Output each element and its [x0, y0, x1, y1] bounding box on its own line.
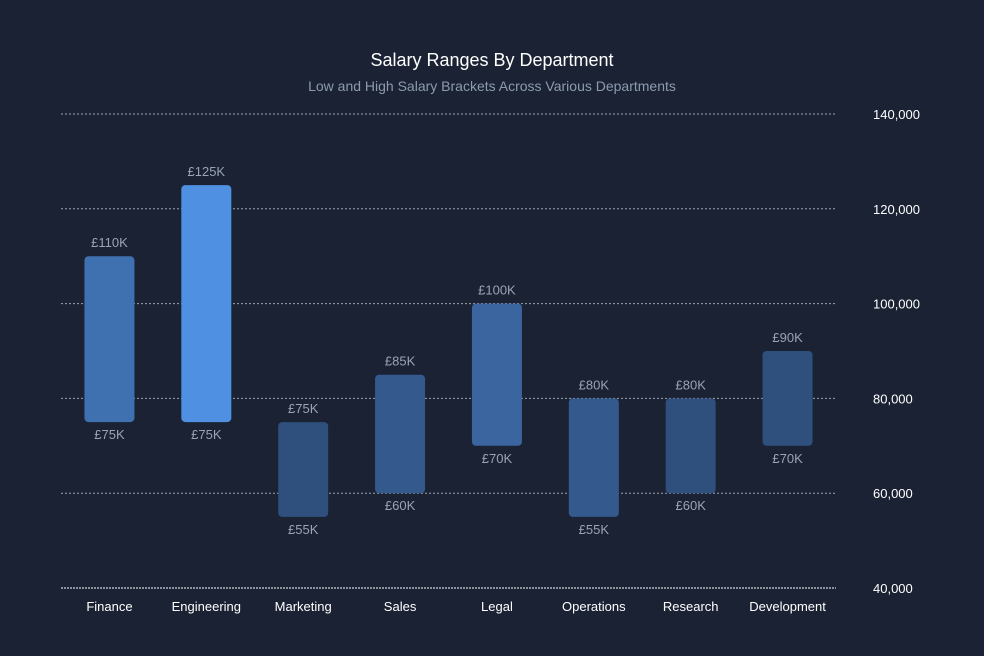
low-value-label: £70K [482, 451, 513, 466]
x-tick-label: Operations [562, 599, 626, 614]
chart-title: Salary Ranges By Department [370, 50, 613, 70]
x-tick-label: Research [663, 599, 719, 614]
bar-marketing [278, 422, 329, 517]
x-axis: Finance Engineering Marketing Sales Legal Ope… [86, 599, 826, 614]
high-value-label: £100K [478, 283, 516, 298]
bar-development [762, 351, 813, 446]
high-value-label: £80K [676, 377, 707, 392]
bar-engineering [181, 185, 232, 423]
bars [84, 185, 813, 517]
bar-operations [568, 398, 619, 517]
bar-finance [84, 256, 135, 423]
high-value-label: £75K [288, 401, 319, 416]
x-tick-label: Engineering [172, 599, 241, 614]
x-tick-label: Legal [481, 599, 513, 614]
high-value-label: £80K [579, 377, 610, 392]
bar-research [665, 398, 716, 494]
low-value-label: £70K [772, 451, 803, 466]
x-tick-label: Finance [86, 599, 132, 614]
high-value-label: £90K [772, 330, 803, 345]
y-tick-label: 80,000 [873, 391, 913, 406]
high-value-label: £125K [188, 164, 226, 179]
bar-sales [375, 374, 426, 494]
bar-legal [471, 303, 522, 446]
y-tick-label: 40,000 [873, 581, 913, 596]
low-value-label: £75K [94, 427, 125, 442]
y-tick-label: 120,000 [873, 202, 920, 217]
y-tick-label: 60,000 [873, 486, 913, 501]
low-value-label: £55K [288, 522, 319, 537]
low-value-label: £60K [676, 498, 707, 513]
high-value-label: £85K [385, 354, 416, 369]
low-value-label: £55K [579, 522, 610, 537]
low-value-label: £60K [385, 498, 416, 513]
chart-subtitle: Low and High Salary Brackets Across Vari… [308, 78, 676, 94]
high-value-label: £110K [91, 235, 128, 250]
data-labels: £110K £75K £125K £75K £75K £55K £85K £60K £100K £… [91, 164, 803, 537]
x-tick-label: Development [749, 599, 826, 614]
x-tick-label: Marketing [275, 599, 332, 614]
y-tick-label: 100,000 [873, 297, 920, 312]
low-value-label: £75K [191, 427, 222, 442]
x-tick-label: Sales [384, 599, 417, 614]
y-axis: 40,000 60,000 80,000 100,000 120,000 140,000 [873, 107, 920, 596]
y-tick-label: 140,000 [873, 107, 920, 122]
